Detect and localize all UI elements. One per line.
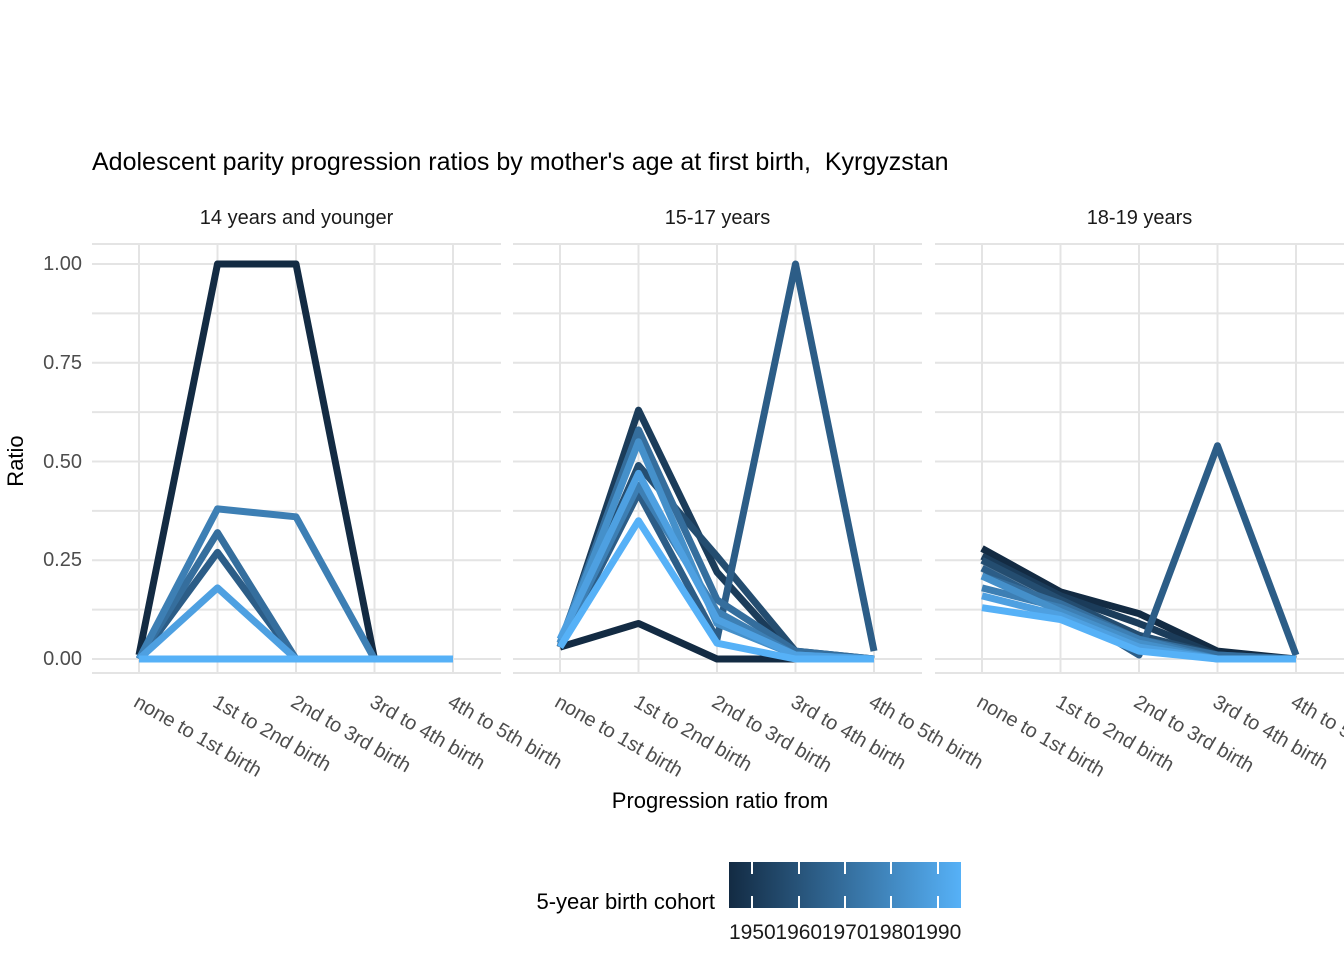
chart-title: Adolescent parity progression ratios by … [92,148,949,177]
colorbar-tick [798,862,800,874]
colorbar-tick-label: 1950 [729,921,775,945]
facet-panel-18-19 [935,240,1344,680]
colorbar-tick [844,896,846,908]
colorbar-tick [751,862,753,874]
facet-panel-15-17 [513,240,922,680]
y-tick-label: 0.00 [0,647,82,671]
colorbar-tick-label: 1980 [868,921,914,945]
colorbar-tick [890,896,892,908]
colorbar-tick-label: 1970 [822,921,868,945]
panel-plot-svg [935,240,1344,680]
facet-strip-14-and-younger: 14 years and younger [92,207,501,230]
colorbar-tick-label: 1990 [915,921,961,945]
panel-plot-svg [513,240,922,680]
colorbar-gradient [729,862,961,908]
colorbar-tick [751,896,753,908]
colorbar-tick [937,862,939,874]
colorbar-tick [798,896,800,908]
x-axis-title: Progression ratio from [520,788,920,814]
facet-panel-14-and-younger [92,240,501,680]
colorbar-tick [890,862,892,874]
panel-plot-svg [92,240,501,680]
colorbar-tick [937,896,939,908]
y-tick-label: 0.25 [0,548,82,572]
facet-strip-15-17: 15-17 years [513,207,922,230]
colorbar-tick-label: 1960 [775,921,821,945]
colorbar-tick [844,862,846,874]
facet-strip-18-19: 18-19 years [935,207,1344,230]
y-tick-label: 0.75 [0,351,82,375]
legend-title: 5-year birth cohort [409,889,715,915]
y-tick-label: 1.00 [0,252,82,276]
y-tick-label: 0.50 [0,450,82,474]
